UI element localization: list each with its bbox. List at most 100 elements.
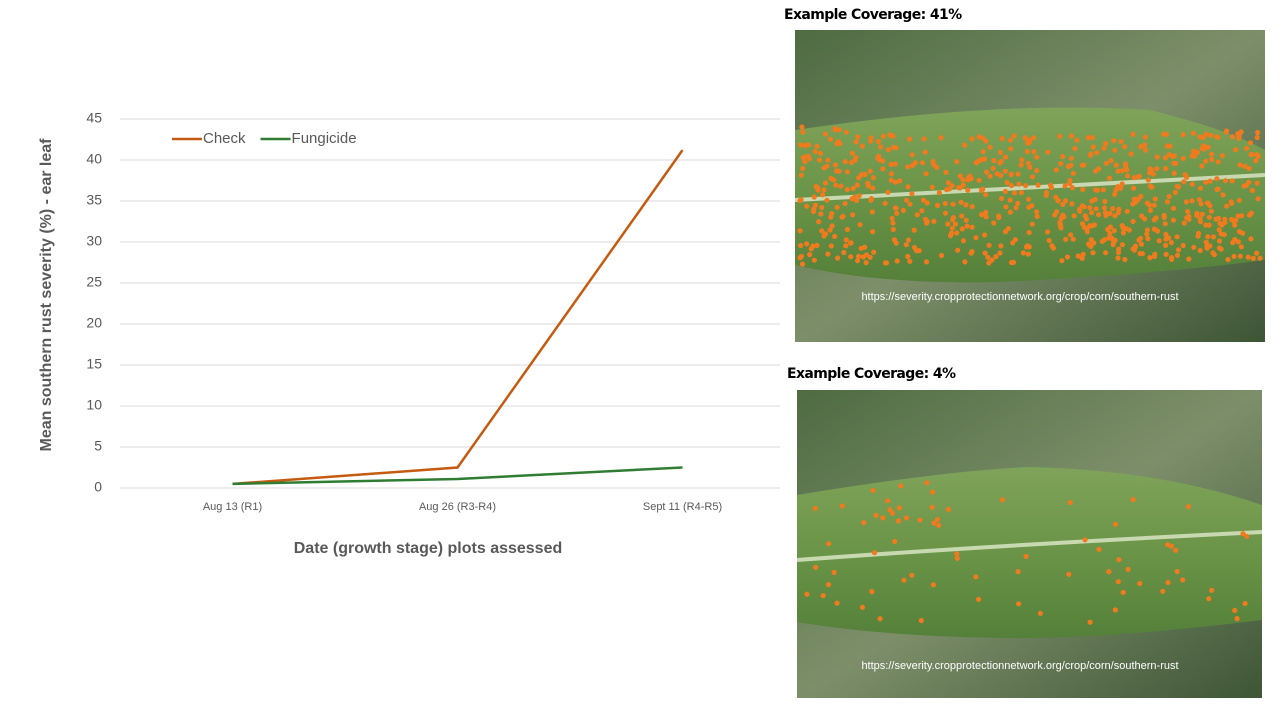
leaf-midrib <box>796 530 1263 562</box>
pustule <box>1122 144 1128 150</box>
data-line <box>232 466 683 486</box>
pustule <box>852 157 858 163</box>
pustule <box>1023 553 1029 560</box>
y-tick-label: 25 <box>86 274 102 290</box>
pustule <box>1111 138 1117 144</box>
pustule <box>1070 170 1076 176</box>
pustule <box>929 184 935 190</box>
pustule <box>891 237 898 243</box>
pustule <box>978 187 985 193</box>
pustule <box>1254 134 1260 141</box>
pustule <box>1229 134 1236 140</box>
pustule <box>871 249 877 255</box>
pustule <box>934 516 941 523</box>
pustule <box>911 227 917 233</box>
pustule <box>998 195 1005 202</box>
pustule <box>934 202 941 208</box>
pustule <box>976 596 982 603</box>
pustule <box>1016 601 1022 607</box>
pustule <box>1130 496 1136 503</box>
pustule <box>924 219 930 225</box>
pustule <box>969 204 975 210</box>
pustule <box>802 142 808 149</box>
pustule <box>1118 138 1124 145</box>
pustule <box>956 185 962 191</box>
pustule <box>1163 242 1169 248</box>
pustule <box>1045 149 1051 155</box>
pustule <box>1016 181 1022 187</box>
pustule <box>1034 213 1040 219</box>
pustule <box>983 214 989 220</box>
pustule <box>888 171 895 177</box>
pustule <box>1002 188 1009 194</box>
pustule <box>1081 204 1087 210</box>
pustule <box>1034 168 1040 174</box>
pustule <box>1166 193 1172 200</box>
pustule <box>1102 237 1108 243</box>
pustule <box>1065 164 1071 170</box>
pustule <box>1112 147 1118 153</box>
pustule <box>1147 202 1153 208</box>
pustule <box>1024 243 1031 249</box>
pustule <box>960 177 966 183</box>
pustule <box>1190 130 1196 136</box>
pustule <box>1164 199 1170 205</box>
pustule <box>1082 537 1088 543</box>
pustule <box>1162 155 1169 161</box>
pustule <box>824 197 830 203</box>
pustule <box>960 238 967 244</box>
pustule <box>1112 191 1118 197</box>
pustule <box>997 250 1003 256</box>
pustule <box>892 161 898 167</box>
pustule <box>1008 146 1014 152</box>
pustule <box>1255 129 1261 136</box>
pustule <box>1219 222 1225 228</box>
pustule <box>1197 185 1204 191</box>
pustule <box>1163 231 1169 237</box>
pustule <box>1080 251 1086 257</box>
image-title: Example Coverage: 4% <box>787 366 956 382</box>
pustule <box>962 259 968 265</box>
y-tick-label: 15 <box>86 356 102 372</box>
pustule <box>1151 202 1157 208</box>
pustule <box>875 138 882 145</box>
pustule <box>1213 134 1220 140</box>
pustule <box>1203 239 1209 245</box>
data-line <box>232 149 684 486</box>
pustule <box>1090 144 1096 150</box>
pustule <box>985 254 991 260</box>
pustule <box>821 187 827 193</box>
pustule <box>1119 242 1126 248</box>
pustule <box>1093 206 1099 212</box>
pustule <box>1057 133 1063 139</box>
pustule <box>1060 214 1066 220</box>
pustule <box>811 194 817 200</box>
pustule <box>855 134 861 140</box>
pustule <box>1196 197 1202 203</box>
pustule <box>1130 201 1136 207</box>
pustule <box>1128 151 1134 157</box>
pustule <box>859 143 865 149</box>
pustule <box>880 133 887 139</box>
pustule <box>1191 148 1197 154</box>
pustule <box>1020 250 1026 256</box>
pustule <box>1034 209 1040 215</box>
pustule <box>827 227 833 233</box>
pustule <box>869 209 875 215</box>
y-tick-label: 35 <box>86 192 102 208</box>
pustule <box>905 184 911 190</box>
x-tick-label: Sept 11 (R4-R5) <box>643 501 722 513</box>
pustule <box>890 133 896 139</box>
pustule <box>855 253 862 259</box>
pustule <box>1248 236 1254 242</box>
pustule <box>979 212 985 218</box>
pustule <box>1156 238 1162 244</box>
pustule <box>1180 132 1186 138</box>
pustule <box>1209 156 1215 162</box>
pustule <box>889 510 896 516</box>
pustule <box>818 211 824 217</box>
pustule <box>1229 200 1235 206</box>
pustule <box>894 210 900 216</box>
pustule <box>923 259 930 265</box>
pustule <box>1015 171 1021 177</box>
